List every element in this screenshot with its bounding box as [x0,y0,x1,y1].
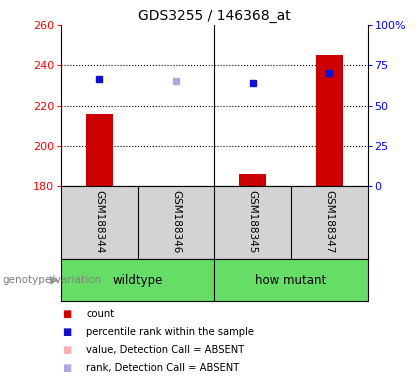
Text: wildtype: wildtype [113,274,163,287]
Text: count: count [86,309,114,319]
Bar [214,259,368,301]
Text: GSM188347: GSM188347 [324,190,334,253]
Text: GSM188346: GSM188346 [171,190,181,253]
Bar [316,55,343,186]
Text: GSM188344: GSM188344 [94,190,104,253]
Bar [86,114,113,186]
Polygon shape [50,276,59,285]
Text: ■: ■ [63,309,72,319]
Bar [61,259,214,301]
Text: percentile rank within the sample: percentile rank within the sample [86,327,254,337]
Text: genotype/variation: genotype/variation [2,275,101,285]
Text: value, Detection Call = ABSENT: value, Detection Call = ABSENT [86,345,244,355]
Bar [239,174,266,186]
Text: ■: ■ [63,363,72,373]
Text: rank, Detection Call = ABSENT: rank, Detection Call = ABSENT [86,363,239,373]
Text: ■: ■ [63,327,72,337]
Title: GDS3255 / 146368_at: GDS3255 / 146368_at [138,8,291,23]
Text: how mutant: how mutant [255,274,326,287]
Text: ■: ■ [63,345,72,355]
Text: GSM188345: GSM188345 [247,190,257,253]
